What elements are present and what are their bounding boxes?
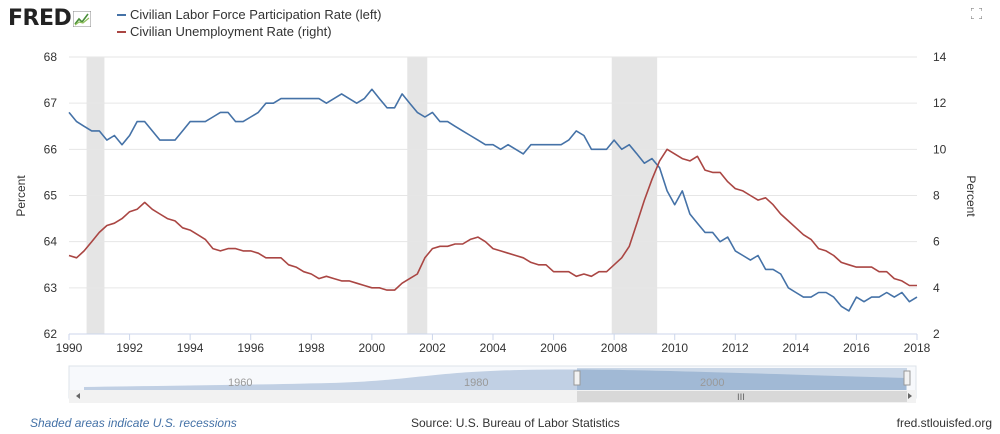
legend-label-lfpr: Civilian Labor Force Participation Rate … xyxy=(130,7,382,22)
right-tick-label: 14 xyxy=(933,50,947,64)
x-axis: 1990 1992 1994 1996 1998 2000 2002 2004 2006 2008… xyxy=(56,333,931,355)
series-line-lfpr[interactable] xyxy=(68,88,918,312)
left-tick-label: 64 xyxy=(44,235,58,249)
right-tick-label: 10 xyxy=(933,142,947,156)
site-link[interactable]: fred.stlouisfed.org xyxy=(896,416,992,430)
series-line-unrate[interactable] xyxy=(68,148,917,291)
legend-label-unrate: Civilian Unemployment Rate (right) xyxy=(130,24,332,39)
x-tick-label: 2018 xyxy=(904,341,931,355)
left-tick-label: 66 xyxy=(44,142,58,156)
x-tick-label: 2014 xyxy=(783,341,810,355)
x-tick-label: 1990 xyxy=(56,341,83,355)
x-tick-label: 2006 xyxy=(540,341,567,355)
gridlines xyxy=(69,56,917,335)
x-tick-label: 2002 xyxy=(419,341,446,355)
navigator-label-1960: 1960 xyxy=(228,377,252,389)
chart-line-icon xyxy=(73,10,92,27)
legend-item-lfpr[interactable]: Civilian Labor Force Participation Rate … xyxy=(117,6,381,23)
x-tick-label: 2012 xyxy=(722,341,749,355)
left-tick-label: 65 xyxy=(44,189,58,203)
x-tick-label: 2010 xyxy=(661,341,688,355)
source-note: Source: U.S. Bureau of Labor Statistics xyxy=(411,416,620,430)
legend-swatch-unrate xyxy=(117,30,126,33)
legend-item-unrate[interactable]: Civilian Unemployment Rate (right) xyxy=(117,23,381,40)
right-tick-label: 8 xyxy=(933,189,940,203)
right-tick-label: 12 xyxy=(933,96,947,110)
x-tick-label: 1996 xyxy=(237,341,264,355)
left-tick-label: 63 xyxy=(44,281,58,295)
left-tick-label: 68 xyxy=(44,50,58,64)
time-navigator[interactable]: 1960 1980 2000 III xyxy=(68,365,917,403)
left-axis: 62 63 64 65 66 67 68 xyxy=(44,50,58,341)
x-tick-label: 1998 xyxy=(298,341,325,355)
left-tick-label: 67 xyxy=(44,96,58,110)
x-tick-label: 2004 xyxy=(480,341,507,355)
navigator-scrollbar-thumb[interactable] xyxy=(577,391,907,402)
series-lines xyxy=(68,88,918,312)
navigator-handle-right[interactable] xyxy=(903,370,911,386)
right-tick-label: 2 xyxy=(933,327,940,341)
navigator-handle-left[interactable] xyxy=(573,370,581,386)
chart-legend: Civilian Labor Force Participation Rate … xyxy=(117,6,381,40)
x-tick-label: 2016 xyxy=(843,341,870,355)
x-tick-label: 2008 xyxy=(601,341,628,355)
right-tick-label: 6 xyxy=(933,235,940,249)
recession-note: Shaded areas indicate U.S. recessions xyxy=(30,416,237,430)
scroll-left-arrow-icon[interactable] xyxy=(76,393,80,399)
right-axis-title: Percent xyxy=(964,175,978,217)
right-axis: 2 4 6 8 10 12 14 xyxy=(933,50,947,341)
navigator-label-1980: 1980 xyxy=(464,377,488,389)
navigator-label-2000: 2000 xyxy=(700,377,724,389)
x-tick-label: 1992 xyxy=(116,341,143,355)
left-tick-label: 62 xyxy=(44,327,58,341)
scrollbar-grip-icon: III xyxy=(737,393,745,403)
legend-swatch-lfpr xyxy=(117,13,126,16)
logo-text: FRED xyxy=(8,6,72,31)
scroll-right-arrow-icon[interactable] xyxy=(908,393,912,399)
fred-logo[interactable]: FRED xyxy=(8,6,92,31)
right-tick-label: 4 xyxy=(933,281,940,295)
x-tick-label: 1994 xyxy=(177,341,204,355)
x-tick-label: 2000 xyxy=(359,341,386,355)
left-axis-title: Percent xyxy=(14,175,28,217)
